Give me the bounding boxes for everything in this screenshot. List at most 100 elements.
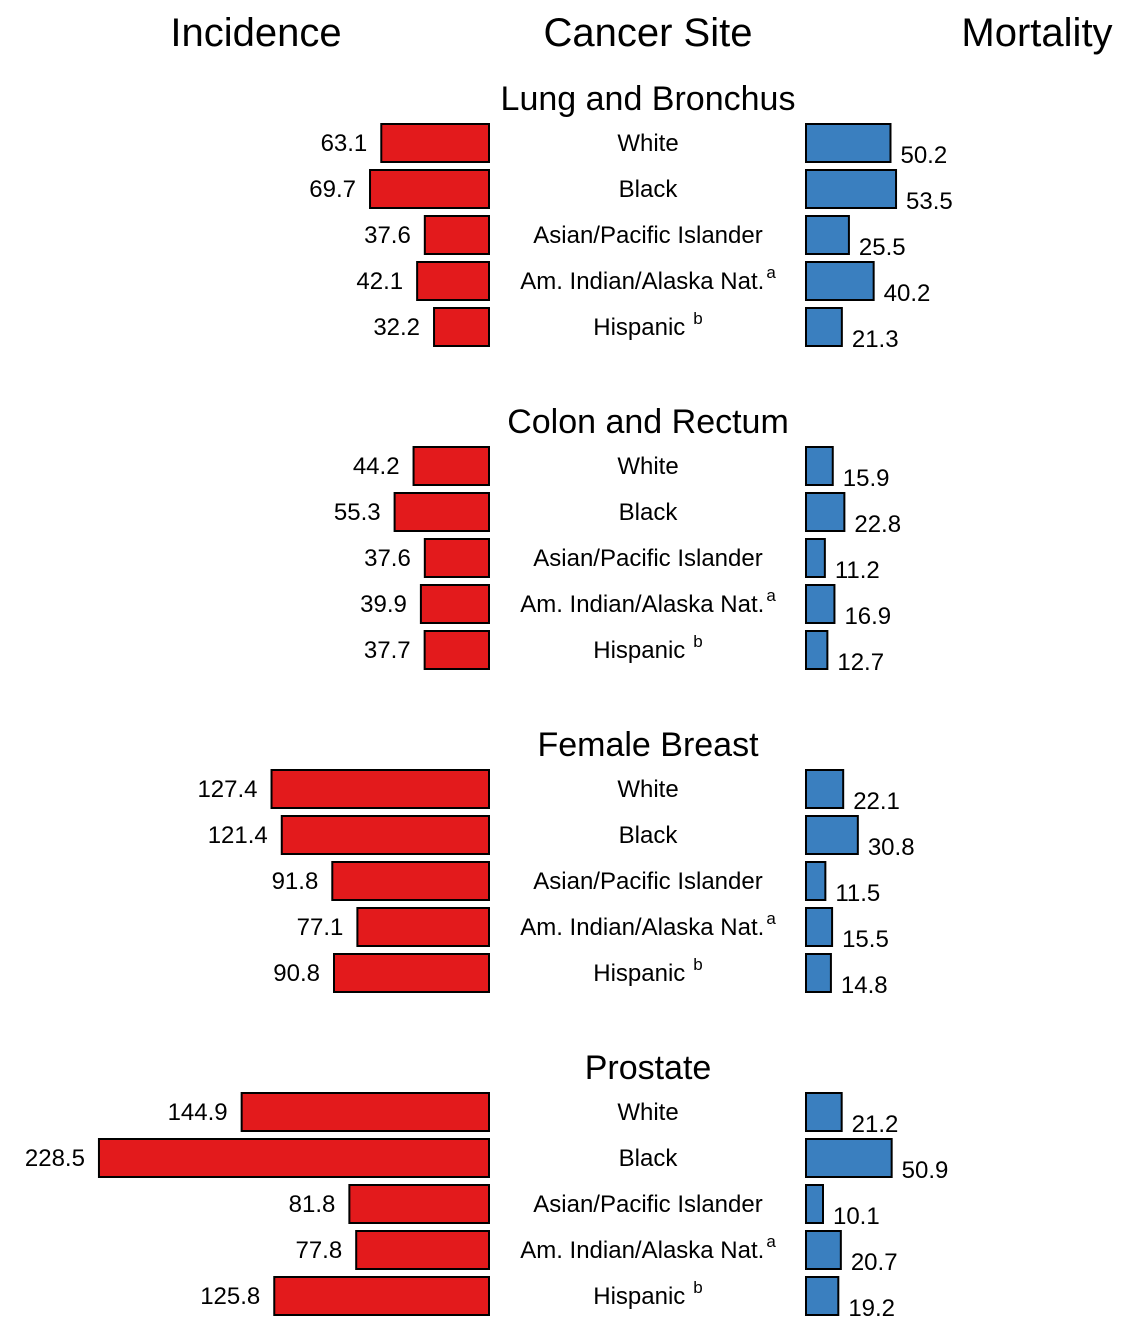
incidence-bar bbox=[333, 953, 490, 993]
group-label: White bbox=[617, 776, 678, 803]
incidence-header: Incidence bbox=[170, 11, 341, 55]
footnote-marker: a bbox=[766, 263, 776, 282]
incidence-bar bbox=[280, 815, 490, 855]
incidence-value-label: 63.1 bbox=[321, 130, 368, 157]
site-title-female-breast: Female Breast bbox=[537, 726, 759, 764]
incidence-value-label: 121.4 bbox=[208, 822, 268, 849]
site-title-prostate: Prostate bbox=[585, 1049, 712, 1087]
mortality-value-label: 25.5 bbox=[859, 234, 906, 261]
mortality-bar bbox=[805, 123, 892, 163]
mortality-value-label: 19.2 bbox=[848, 1295, 895, 1319]
mortality-bar bbox=[805, 953, 832, 993]
mortality-bar bbox=[805, 1092, 843, 1132]
group-label: Hispanic b bbox=[593, 309, 703, 341]
group-label: Hispanic b bbox=[593, 1278, 703, 1310]
group-label: Hispanic b bbox=[593, 955, 703, 987]
incidence-bar bbox=[423, 538, 490, 578]
incidence-value-label: 81.8 bbox=[289, 1191, 336, 1218]
group-label: Black bbox=[619, 499, 679, 526]
incidence-value-label: 32.2 bbox=[373, 314, 420, 341]
mortality-bar bbox=[805, 538, 826, 578]
mortality-bar bbox=[805, 307, 843, 347]
mortality-value-label: 14.8 bbox=[841, 972, 888, 999]
mortality-bar bbox=[805, 215, 850, 255]
group-label: Asian/Pacific Islander bbox=[533, 222, 762, 249]
mortality-value-label: 21.3 bbox=[852, 326, 899, 353]
incidence-bar bbox=[348, 1184, 490, 1224]
mortality-bar bbox=[805, 815, 859, 855]
incidence-value-label: 144.9 bbox=[168, 1099, 228, 1126]
mortality-value-label: 53.5 bbox=[906, 188, 953, 215]
incidence-bar bbox=[355, 1230, 490, 1270]
mortality-bar bbox=[805, 1276, 840, 1316]
group-label: White bbox=[617, 1099, 678, 1126]
group-label: Am. Indian/Alaska Nat. a bbox=[520, 263, 776, 295]
group-label: Am. Indian/Alaska Nat. a bbox=[520, 1232, 776, 1264]
mortality-bar bbox=[805, 1138, 893, 1178]
site-title-colon-and-rectum: Colon and Rectum bbox=[507, 403, 789, 441]
incidence-bar bbox=[97, 1138, 490, 1178]
mortality-value-label: 16.9 bbox=[844, 603, 891, 630]
footnote-marker: b bbox=[693, 632, 702, 651]
incidence-value-label: 69.7 bbox=[309, 176, 356, 203]
footnote-marker: b bbox=[693, 1278, 702, 1297]
incidence-bar bbox=[356, 907, 490, 947]
mortality-value-label: 30.8 bbox=[868, 834, 915, 861]
mortality-value-label: 22.8 bbox=[854, 511, 901, 538]
incidence-value-label: 37.6 bbox=[364, 222, 411, 249]
mortality-bar bbox=[805, 584, 836, 624]
footnote-marker: b bbox=[693, 309, 702, 328]
incidence-value-label: 127.4 bbox=[197, 776, 257, 803]
mortality-value-label: 15.9 bbox=[843, 465, 890, 492]
footnote-marker: b bbox=[693, 955, 702, 974]
incidence-value-label: 77.1 bbox=[297, 914, 344, 941]
incidence-value-label: 90.8 bbox=[273, 960, 320, 987]
mortality-header: Mortality bbox=[961, 11, 1112, 55]
group-label: Black bbox=[619, 176, 679, 203]
incidence-value-label: 55.3 bbox=[334, 499, 381, 526]
group-label: Am. Indian/Alaska Nat. a bbox=[520, 586, 776, 618]
site-title-lung-and-bronchus: Lung and Bronchus bbox=[501, 80, 796, 118]
mortality-value-label: 22.1 bbox=[853, 788, 900, 815]
incidence-value-label: 37.6 bbox=[364, 545, 411, 572]
group-label: Asian/Pacific Islander bbox=[533, 1191, 762, 1218]
mortality-value-label: 50.9 bbox=[902, 1157, 949, 1184]
mortality-value-label: 50.2 bbox=[900, 142, 947, 169]
incidence-bar bbox=[393, 492, 491, 532]
incidence-value-label: 42.1 bbox=[356, 268, 403, 295]
group-label: White bbox=[617, 130, 678, 157]
incidence-bar bbox=[423, 630, 490, 670]
site-block-female-breast: Female Breast 127.4 White 22.1 121.4 Black 30.… bbox=[197, 726, 914, 999]
mortality-value-label: 11.5 bbox=[835, 880, 880, 907]
mortality-value-label: 11.2 bbox=[835, 557, 880, 584]
incidence-bar bbox=[423, 215, 490, 255]
incidence-value-label: 125.8 bbox=[200, 1283, 260, 1310]
mortality-bar bbox=[805, 261, 875, 301]
site-block-prostate: Prostate 144.9 White 21.2 228.5 Black 50.9 81.8… bbox=[25, 1049, 948, 1319]
mortality-bar bbox=[805, 769, 845, 809]
group-label: Black bbox=[619, 822, 679, 849]
site-block-lung-and-bronchus: Lung and Bronchus 63.1 White 50.2 69.7 Black 5… bbox=[309, 80, 952, 353]
mortality-bar bbox=[805, 1184, 824, 1224]
site-block-colon-and-rectum: Colon and Rectum 44.2 White 15.9 55.3 Black 22… bbox=[334, 403, 901, 676]
incidence-bar bbox=[270, 769, 490, 809]
incidence-value-label: 77.8 bbox=[295, 1237, 342, 1264]
group-label: Asian/Pacific Islander bbox=[533, 868, 762, 895]
mortality-value-label: 40.2 bbox=[884, 280, 931, 307]
mortality-value-label: 21.2 bbox=[852, 1111, 899, 1138]
mortality-bar bbox=[805, 907, 834, 947]
group-label: Hispanic b bbox=[593, 632, 703, 664]
mortality-value-label: 10.1 bbox=[833, 1203, 880, 1230]
mortality-bar bbox=[805, 861, 827, 901]
mortality-bar bbox=[805, 1230, 842, 1270]
footnote-marker: a bbox=[766, 909, 776, 928]
incidence-bar bbox=[273, 1276, 490, 1316]
incidence-bar bbox=[416, 261, 491, 301]
incidence-bar bbox=[419, 584, 490, 624]
incidence-bar bbox=[412, 446, 490, 486]
mortality-bar bbox=[805, 492, 846, 532]
incidence-value-label: 228.5 bbox=[25, 1145, 85, 1172]
incidence-value-label: 91.8 bbox=[272, 868, 319, 895]
incidence-value-label: 39.9 bbox=[360, 591, 407, 618]
